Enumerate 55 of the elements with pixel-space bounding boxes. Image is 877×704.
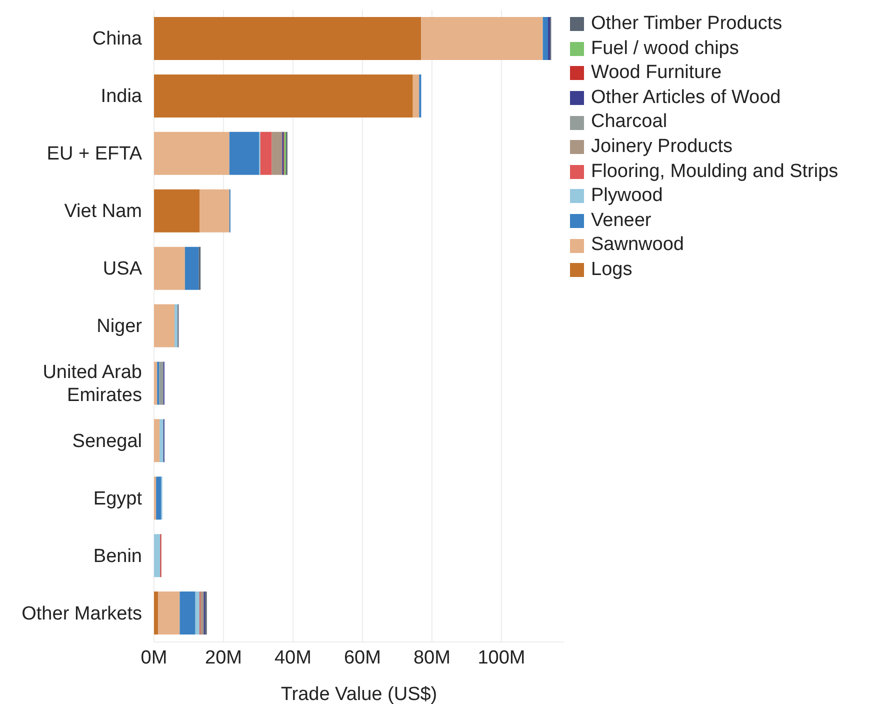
y-tick-label: Egypt bbox=[93, 488, 143, 509]
bar bbox=[154, 362, 158, 405]
y-tick-label: Niger bbox=[96, 316, 143, 336]
bar bbox=[158, 592, 180, 635]
legend-label: Wood Furniture bbox=[591, 61, 722, 86]
bar bbox=[184, 246, 199, 290]
y-tick-label: USA bbox=[102, 258, 142, 280]
bar bbox=[200, 592, 204, 635]
bar bbox=[154, 304, 174, 348]
x-tick-label: 0M bbox=[140, 647, 168, 668]
bar bbox=[154, 534, 160, 578]
bar bbox=[154, 189, 200, 232]
x-tick-label: 80M bbox=[413, 647, 450, 668]
legend-label: Sawnwood bbox=[591, 233, 684, 258]
x-tick-label: 60M bbox=[344, 647, 381, 668]
bar bbox=[174, 304, 178, 348]
legend-label: Other Articles of Wood bbox=[591, 86, 781, 110]
bar bbox=[260, 132, 272, 175]
bar bbox=[195, 592, 200, 635]
bar bbox=[272, 132, 282, 175]
bar bbox=[412, 74, 420, 118]
legend-label: Fuel / wood chips bbox=[591, 36, 739, 61]
bar bbox=[154, 592, 158, 635]
bar bbox=[154, 419, 160, 462]
bar bbox=[200, 189, 230, 232]
bar bbox=[180, 592, 196, 635]
legend-label: Other Timber Products bbox=[591, 12, 782, 36]
bar bbox=[154, 246, 185, 290]
bar bbox=[154, 17, 422, 60]
legend-label: Logs bbox=[591, 258, 632, 282]
y-tick-label: EU + EFTA bbox=[46, 143, 142, 164]
bar bbox=[542, 17, 548, 60]
bar bbox=[229, 132, 260, 175]
y-tick-label: China bbox=[92, 28, 142, 50]
legend-label: Plywood bbox=[591, 184, 663, 208]
x-tick-label: 20M bbox=[205, 647, 242, 668]
y-tick-label: Benin bbox=[93, 545, 142, 566]
bar bbox=[154, 74, 413, 118]
legend-label: Charcoal bbox=[591, 110, 668, 134]
legend-label: Joinery Products bbox=[591, 134, 733, 159]
bar bbox=[156, 476, 162, 520]
x-axis-title: Trade Value (US$) bbox=[280, 684, 438, 704]
y-tick-label: Senegal bbox=[72, 430, 142, 452]
x-tick-label: 40M bbox=[274, 647, 312, 668]
legend-label: Veneer bbox=[591, 208, 652, 233]
y-tick-label: Other Markets bbox=[22, 602, 142, 624]
x-tick-label: 100M bbox=[478, 647, 526, 668]
bar bbox=[160, 419, 164, 462]
bar bbox=[159, 362, 164, 405]
y-tick-label: United Arab Emirates bbox=[42, 361, 142, 406]
y-tick-label: Viet Nam bbox=[64, 200, 142, 222]
bar bbox=[154, 132, 230, 175]
y-tick-label: India bbox=[100, 86, 142, 107]
legend-label: Flooring, Moulding and Strips bbox=[591, 160, 838, 184]
bar bbox=[421, 17, 543, 60]
